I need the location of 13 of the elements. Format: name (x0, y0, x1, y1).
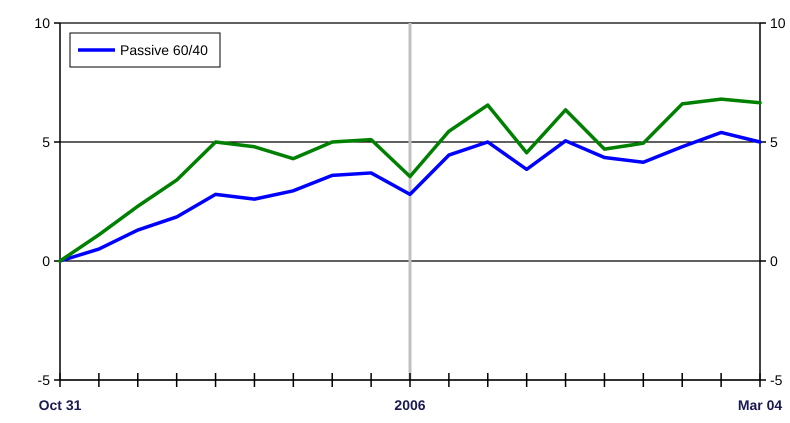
legend-label: Passive 60/40 (120, 42, 208, 58)
y2-tick-label: 5 (770, 134, 778, 150)
y-tick-label: -5 (38, 372, 50, 388)
y-tick-label: 5 (42, 134, 50, 150)
y-tick-label: 0 (42, 252, 50, 269)
x-tick-label: Oct 31 (38, 397, 82, 413)
y-tick-label: 10 (34, 14, 50, 31)
x-tick-label: 2006 (394, 397, 426, 413)
line-series (58, 97, 762, 263)
y2-tick-label: 10 (770, 14, 786, 31)
y2-tick-label: -5 (770, 372, 783, 388)
y2-tick-label: 0 (770, 252, 778, 269)
x-tick-label: Mar 04 (738, 397, 782, 413)
